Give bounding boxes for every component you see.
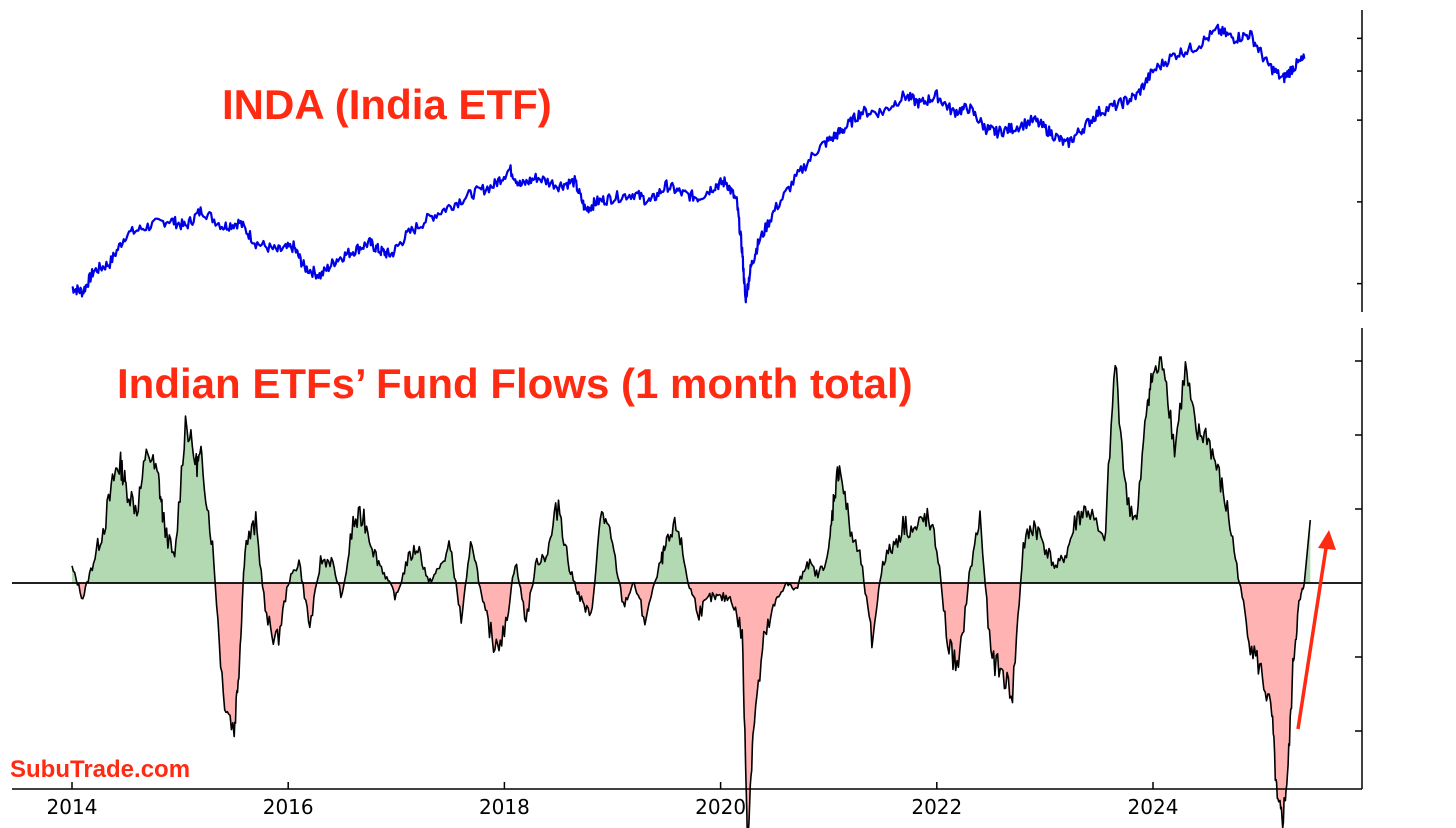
inda-title: INDA (India ETF)	[222, 81, 552, 128]
x-tick-label-2016: 2016	[263, 795, 314, 819]
positive-flow-area	[72, 357, 1311, 583]
bottom-y-ticks	[1355, 360, 1362, 732]
negative-flow-area	[72, 583, 1311, 828]
fund-flow-line	[71, 356, 1312, 828]
fund-flows-title: Indian ETFs’ Fund Flows (1 month total)	[117, 360, 913, 407]
inda-price-line	[71, 23, 1306, 304]
x-tick-label-2022: 2022	[911, 795, 962, 819]
x-tick-label-2024: 2024	[1128, 795, 1179, 819]
x-tick-label-2020: 2020	[695, 795, 746, 819]
inda-price-panel: INDA (India ETF)	[71, 10, 1363, 312]
top-y-ticks	[1357, 37, 1362, 285]
x-axis-ticks: 2014 2016 2018 2020 2022 2024	[47, 782, 1179, 819]
uptrend-arrow-head	[1318, 530, 1336, 550]
fund-flows-panel: 2014 2016 2018 2020 2022 2024 Indian ETFs’ Fu…	[10, 328, 1363, 828]
watermark: SubuTrade.com	[10, 756, 190, 783]
uptrend-arrow-shaft	[1296, 547, 1328, 730]
x-tick-label-2018: 2018	[479, 795, 530, 819]
x-tick-label-2014: 2014	[47, 795, 98, 819]
